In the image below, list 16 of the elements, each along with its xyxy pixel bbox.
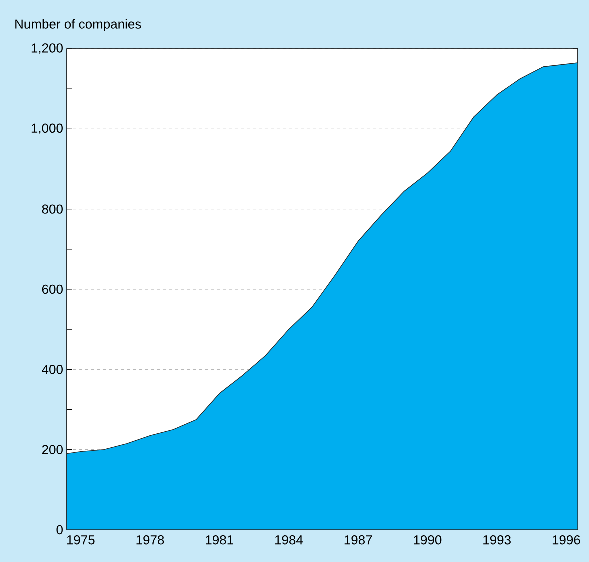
y-axis-title: Number of companies	[16, 19, 142, 32]
y-tick-label: 200	[42, 445, 63, 454]
y-tick-label: 800	[42, 204, 63, 214]
x-tick-label: 1984	[276, 536, 304, 545]
y-tick-label: 600	[42, 284, 63, 294]
y-tick-label: 1,200	[32, 44, 63, 54]
x-tick-label: 1996	[552, 536, 580, 545]
x-tick-label: 1981	[206, 536, 234, 545]
x-tick-label: 1987	[344, 536, 372, 545]
y-tick-label: 0	[56, 525, 63, 535]
y-tick-label: 1,000	[32, 124, 63, 135]
x-tick-label: 1990	[414, 536, 442, 545]
x-tick-label: 1978	[136, 536, 164, 545]
x-tick-label: 1975	[67, 536, 95, 545]
y-tick-label: 400	[42, 365, 63, 374]
x-tick-label: 1993	[484, 536, 511, 545]
